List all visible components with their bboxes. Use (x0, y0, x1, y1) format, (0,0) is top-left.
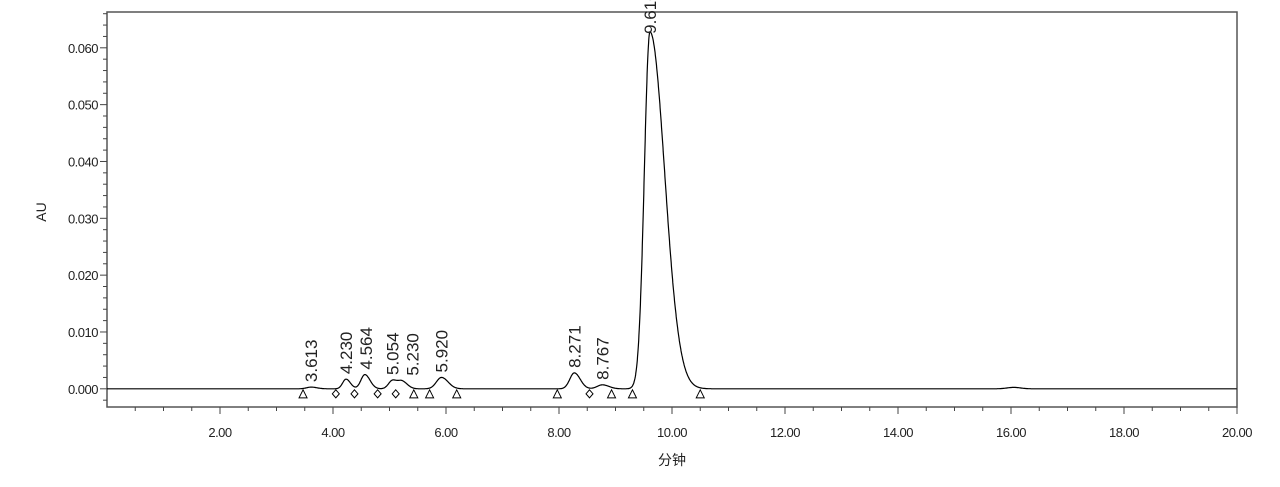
baseline-diamond-marker (391, 389, 400, 399)
y-tick-label: 0.040 (68, 154, 98, 169)
y-tick-label: 0.020 (68, 268, 98, 283)
baseline-diamond-marker (331, 389, 340, 399)
peak-label: 5.230 (404, 333, 423, 376)
x-tick-label: 4.00 (321, 425, 345, 440)
peak-label: 9.610 (641, 0, 660, 34)
x-tick-label: 8.00 (547, 425, 571, 440)
peak-label: 5.920 (432, 330, 451, 373)
baseline-diamond-marker (350, 389, 359, 399)
peak-label: 3.613 (302, 340, 321, 383)
y-axis-label: AU (33, 202, 49, 221)
y-tick-label: 0.000 (68, 382, 98, 397)
baseline-triangle-marker (695, 388, 706, 399)
y-tick-label: 0.060 (68, 41, 98, 56)
plot-frame (106, 11, 1238, 408)
x-tick-label: 12.00 (770, 425, 800, 440)
x-axis-label: 分钟 (658, 452, 686, 468)
peak-labels: 3.613 4.230 4.564 5.054 5.230 5.920 8.271 8.767… (302, 0, 660, 382)
baseline-triangle-marker (627, 388, 638, 399)
baseline-diamond-marker (373, 389, 382, 399)
peak-label: 5.054 (384, 332, 403, 375)
peak-label: 4.564 (357, 327, 376, 370)
x-tick-label: 20.00 (1222, 425, 1252, 440)
peak-label: 4.230 (337, 332, 356, 375)
baseline-diamond-marker (585, 389, 594, 399)
chromatogram-trace (107, 31, 1237, 390)
x-tick-label: 10.00 (657, 425, 687, 440)
axes: 0.000 0.010 0.020 0.030 0.040 0.050 0.060 2.00 4… (68, 11, 1253, 440)
peak-label: 8.767 (593, 337, 612, 380)
peak-label: 8.271 (565, 325, 584, 368)
baseline-triangle-marker (606, 388, 617, 399)
baseline-triangle-marker (424, 388, 435, 399)
y-tick-label: 0.050 (68, 98, 98, 113)
x-tick-label: 18.00 (1109, 425, 1139, 440)
baseline-triangle-marker (298, 388, 308, 399)
y-tick-label: 0.030 (68, 211, 98, 226)
x-tick-label: 6.00 (434, 425, 458, 440)
x-tick-label: 14.00 (883, 425, 913, 440)
y-tick-label: 0.010 (68, 325, 98, 340)
x-tick-label: 2.00 (208, 425, 232, 440)
baseline-markers (298, 388, 706, 399)
baseline-triangle-marker (408, 388, 419, 399)
x-tick-label: 16.00 (996, 425, 1026, 440)
baseline-triangle-marker (552, 388, 563, 399)
baseline-triangle-marker (451, 388, 462, 399)
